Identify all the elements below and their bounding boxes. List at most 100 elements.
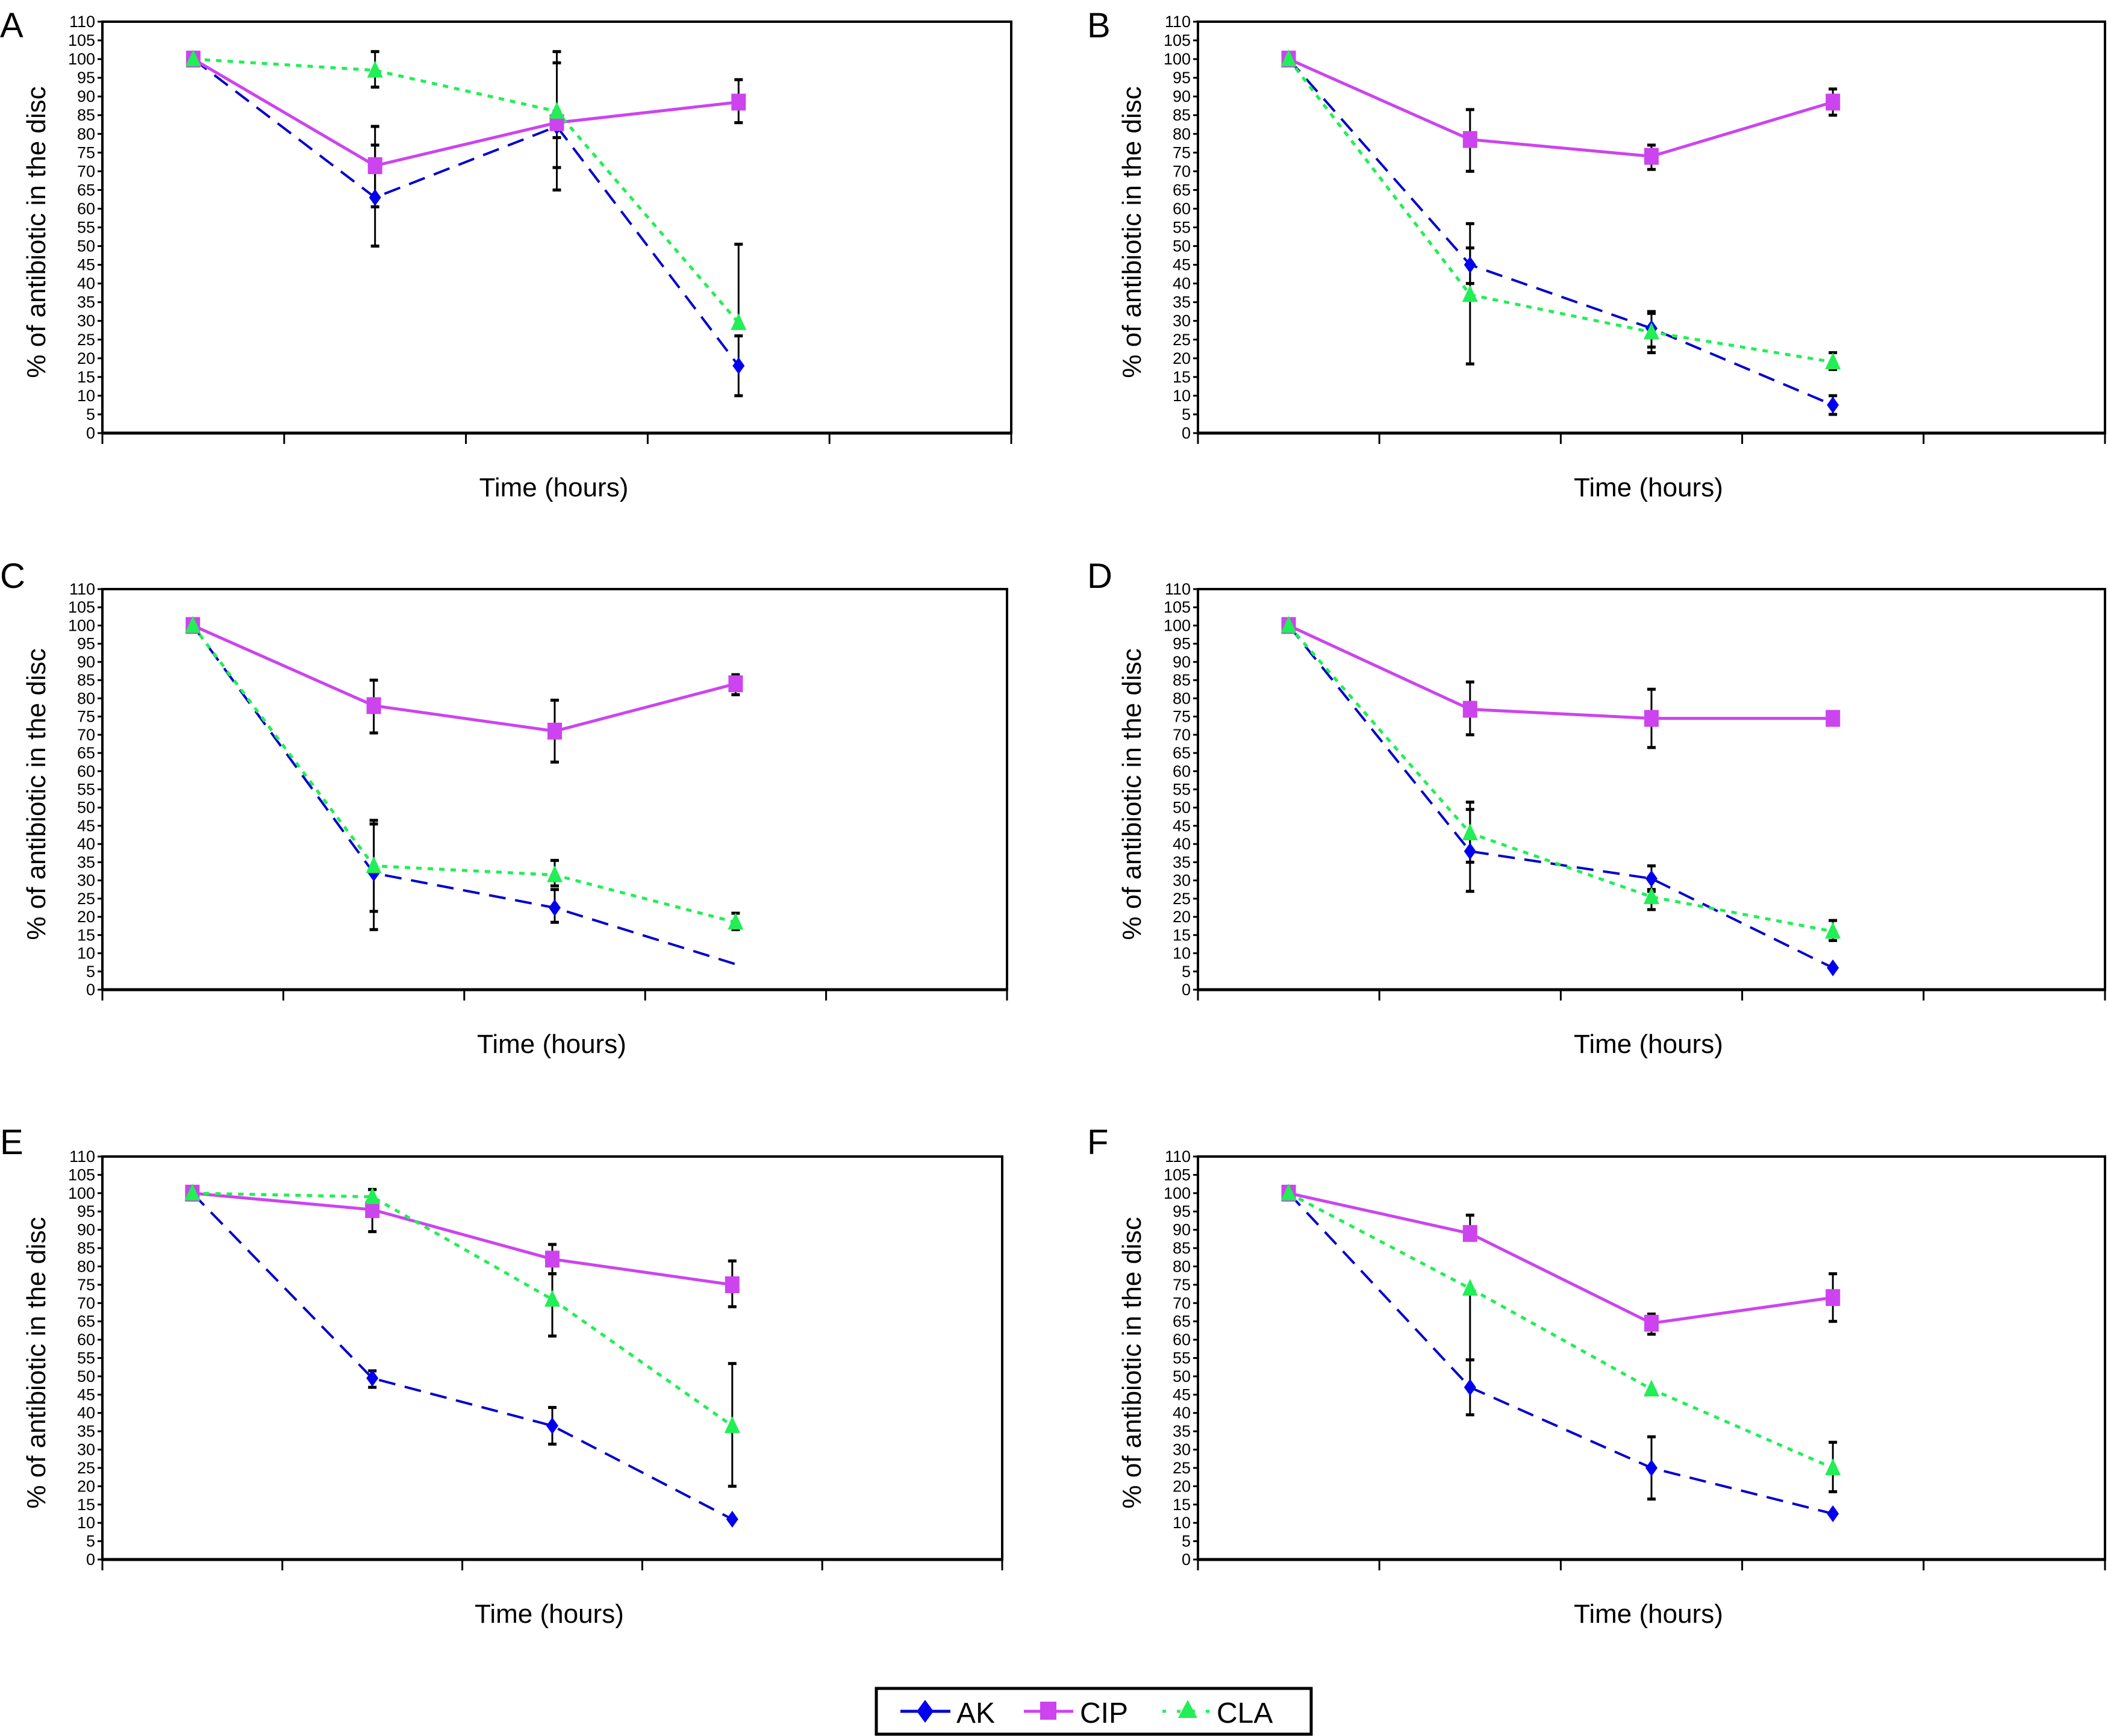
panel-b-x-axis-title: Time (hours)	[1574, 473, 1723, 502]
panel-b-y-tick-label: 100	[1164, 50, 1191, 68]
panel-f-y-tick-label: 95	[1173, 1202, 1191, 1220]
panel-c-y-tick-label: 25	[77, 890, 95, 908]
panel-f-y-tick-label: 85	[1173, 1239, 1191, 1257]
panel-d-y-tick-label: 80	[1173, 689, 1191, 707]
panel-c-cip-point	[728, 675, 743, 693]
panel-e-y-tick-label: 20	[77, 1477, 95, 1495]
panel-f-ak-point	[1827, 1505, 1839, 1522]
panel-d-y-tick-label: 85	[1173, 671, 1191, 689]
panel-a-y-tick-label: 40	[77, 275, 95, 293]
legend-cla-label: CLA	[1217, 1697, 1273, 1729]
panel-a-cla-point	[731, 313, 747, 330]
panel-b-y-tick-label: 0	[1182, 424, 1191, 442]
panel-d-y-tick-label: 65	[1173, 744, 1191, 762]
panel-a-y-tick-label: 15	[77, 368, 95, 386]
panel-b-y-tick-label: 105	[1164, 31, 1191, 49]
panel-d-y-tick-label: 60	[1173, 762, 1191, 780]
panel-d-y-tick-label: 20	[1173, 908, 1191, 926]
panel-b-y-tick-label: 90	[1173, 87, 1191, 105]
legend-box	[875, 1687, 1313, 1736]
panel-e-ak-point	[366, 1369, 379, 1387]
panel-b-y-tick-label: 15	[1173, 368, 1191, 386]
panel-c-y-tick-label: 45	[77, 817, 95, 835]
panel-c-y-tick-label: 10	[77, 944, 95, 963]
panel-a-y-tick-label: 85	[77, 106, 95, 124]
panel-c-y-tick-label: 110	[69, 580, 95, 598]
panel-f-cla-line	[1288, 1191, 1834, 1470]
panel-c-cla-line	[192, 624, 737, 924]
panel-e-y-tick-label: 40	[77, 1404, 95, 1422]
panel-e-cla-point	[544, 1290, 560, 1307]
panel-f-y-tick-label: 30	[1173, 1441, 1191, 1459]
legend-item-ak: AK	[900, 1697, 995, 1729]
panel-f-y-tick-label: 35	[1173, 1422, 1191, 1440]
panel-f-cla-point	[1825, 1458, 1841, 1475]
panel-e-cla-point	[184, 1183, 201, 1201]
panel-f-y-tick-label: 25	[1173, 1459, 1191, 1477]
panel-c-y-tick-label: 95	[77, 635, 95, 653]
panel-b-y-tick-label: 65	[1173, 181, 1191, 199]
panel-f-y-tick-label: 50	[1173, 1367, 1191, 1385]
panel-c-y-tick-label: 100	[68, 616, 95, 634]
panel-b-ak-point	[1464, 256, 1476, 273]
panel-d-ak-line	[1288, 625, 1834, 969]
panel-a-ak-line	[192, 58, 740, 367]
panel-c-plot-frame	[101, 588, 1008, 991]
panel-d-cla-point	[1825, 922, 1841, 939]
panel-c-letter: C	[0, 557, 25, 596]
panel-e-cla-point	[364, 1187, 381, 1204]
panel-f-cla-point	[1280, 1183, 1297, 1201]
panel-c-ak-line	[192, 625, 736, 966]
panel-b-y-tick-label: 5	[1182, 405, 1191, 423]
panel-f-y-tick-label: 55	[1173, 1349, 1191, 1367]
panel-d-ak-point	[1827, 959, 1839, 976]
panel-f-y-tick-label: 65	[1173, 1313, 1191, 1331]
panel-d-letter: D	[1087, 557, 1112, 596]
panel-a-y-tick-label: 30	[77, 312, 95, 330]
panel-e-y-tick-label: 15	[77, 1496, 95, 1514]
panel-d: D051015202530354045505560657075808590951…	[1087, 557, 2106, 1059]
panel-a: A051015202530354045505560657075808590951…	[0, 6, 1012, 502]
panel-d-y-tick-label: 70	[1173, 726, 1191, 744]
panel-c-y-tick-label: 80	[77, 689, 95, 707]
panel-d-y-tick-label: 105	[1164, 598, 1191, 616]
panel-f-cip-point	[1826, 1289, 1841, 1307]
panel-b-y-tick-label: 50	[1173, 237, 1191, 255]
panel-c-y-tick-label: 20	[77, 908, 95, 926]
panel-a-cla-point	[549, 102, 565, 119]
panel-e-y-tick-label: 45	[77, 1385, 95, 1403]
panel-e-y-tick-label: 90	[77, 1221, 95, 1239]
panel-e-cip-point	[725, 1276, 740, 1293]
panel-f-y-tick-label: 75	[1173, 1276, 1191, 1294]
panel-e-y-tick-label: 10	[77, 1514, 95, 1532]
panel-f-y-tick-label: 100	[1164, 1184, 1191, 1202]
panel-c-y-tick-label: 30	[77, 872, 95, 890]
panel-d-y-tick-label: 110	[1165, 580, 1191, 598]
panel-c-cla-point	[547, 865, 563, 882]
panel-d-y-tick-label: 15	[1173, 926, 1191, 944]
panel-a-y-tick-label: 95	[77, 69, 95, 87]
panel-e-y-tick-label: 55	[77, 1349, 95, 1367]
panel-b-y-tick-label: 10	[1173, 387, 1191, 405]
panel-c-cip-point	[366, 697, 381, 714]
panel-d-y-tick-label: 5	[1182, 963, 1191, 981]
panel-e-y-tick-label: 65	[77, 1313, 95, 1331]
panel-a-y-tick-label: 80	[77, 125, 95, 143]
panel-d-y-tick-label: 35	[1173, 853, 1191, 871]
legend-cip-label: CIP	[1080, 1697, 1128, 1729]
panel-e-cla-point	[724, 1416, 740, 1434]
panel-a-y-tick-label: 5	[86, 405, 95, 423]
panel-f-y-tick-label: 105	[1164, 1166, 1191, 1184]
panel-d-y-tick-label: 0	[1182, 981, 1191, 999]
panel-e-cla-line	[192, 1191, 734, 1428]
panel-e-y-tick-label: 70	[77, 1294, 95, 1312]
panel-d-cla-point	[1280, 616, 1297, 633]
panel-d-ak-point	[1464, 843, 1476, 860]
panel-d-y-tick-label: 90	[1173, 653, 1191, 671]
panel-d-y-tick-label: 95	[1173, 635, 1191, 653]
legend-ak-label: AK	[956, 1697, 995, 1729]
panel-a-y-tick-label: 110	[69, 13, 95, 31]
panel-f: F051015202530354045505560657075808590951…	[1087, 1123, 2106, 1629]
panel-b-plot-frame	[1197, 20, 2106, 434]
